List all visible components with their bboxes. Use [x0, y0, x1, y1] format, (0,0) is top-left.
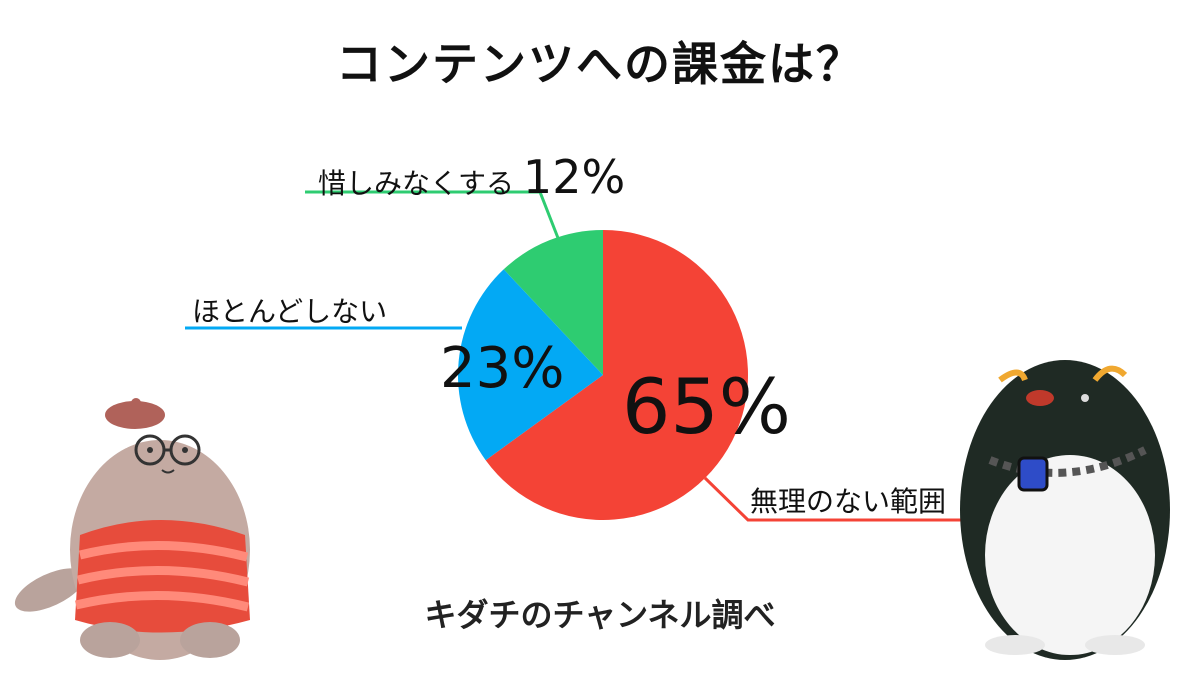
pie-slices: [458, 230, 748, 520]
chart-title: コンテンツへの課金は？: [336, 37, 864, 91]
slice-value-rarely: 23%: [440, 336, 565, 401]
leader-line-moderate: [703, 476, 985, 522]
pie-slice-moderate: [485, 230, 748, 520]
slice-label-rarely: ほとんどしない: [192, 290, 387, 330]
slice-value-generous: 12%: [522, 150, 626, 204]
penguin-mascot-illustration: [960, 360, 1170, 660]
pie-slice-generous: [503, 230, 603, 375]
source-credit: キダチのチャンネル調べ: [424, 596, 776, 634]
slice-label-moderate: 無理のない範囲: [750, 480, 946, 520]
slice-name-moderate: 無理のない範囲: [750, 485, 947, 518]
slice-name-rarely: ほとんどしない: [192, 295, 388, 328]
slice-value-moderate: 65%: [622, 362, 791, 451]
pie-slice-rarely: [458, 269, 603, 461]
leader-line-generous: [305, 190, 560, 239]
slice-label-generous: 惜しみなくする 12%: [318, 150, 625, 204]
slice-name-generous: 惜しみなくする: [318, 167, 515, 200]
seal-mascot-illustration: [14, 398, 250, 660]
